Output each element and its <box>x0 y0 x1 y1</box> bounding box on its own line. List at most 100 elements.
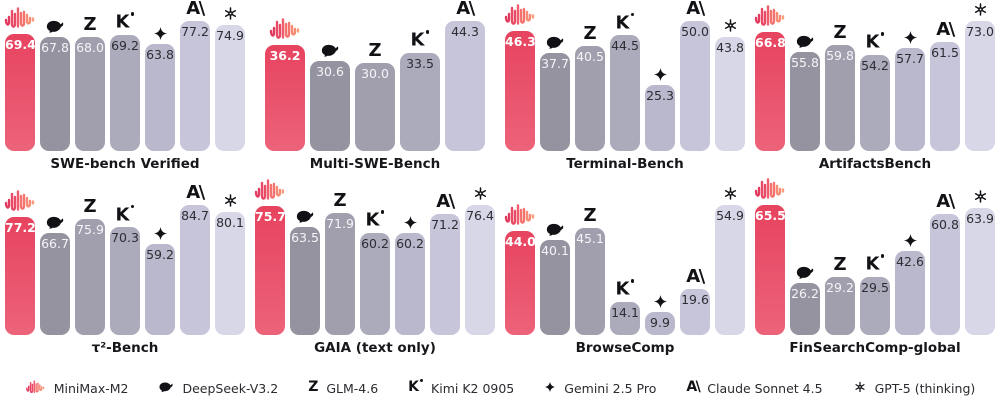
bar-value-label: 66.7 <box>41 235 69 251</box>
bar-value-label: 44.0 <box>505 233 536 249</box>
legend-item-gpt-5-thinking: GPT-5 (thinking) <box>853 380 975 397</box>
bar-group-gpt-5-thinking: 80.1 <box>215 192 245 335</box>
bar-value-label: 69.2 <box>111 37 139 53</box>
deepseek-whale-icon <box>795 34 815 49</box>
bar-value-label: 30.0 <box>361 66 389 81</box>
glm-z-icon: Z <box>333 189 347 211</box>
bar-glm-4-6: 59.8 <box>825 44 855 151</box>
panel-title: SWE-bench Verified <box>50 156 200 172</box>
bar-group-deepseek-v3-2: 30.6 <box>310 43 350 151</box>
bar-value-label: 71.2 <box>431 216 459 232</box>
claude-a-icon: A\ <box>936 18 955 40</box>
bar-value-label: 63.9 <box>966 211 994 227</box>
bar-kimi-k2-0905: 33.5 <box>400 52 440 151</box>
bar-group-gemini-2-5-pro: 63.8 <box>145 26 175 151</box>
gemini-star-icon <box>153 26 168 41</box>
panel-title: τ²-Bench <box>91 340 159 356</box>
bar-value-label: 44.3 <box>451 24 479 39</box>
bar-deepseek-v3-2: 26.2 <box>790 283 820 335</box>
panel-gaia-text-only: 75.7 63.5 Z 71.9 K 60.2 60.2 A\ 71.2 76.4 GAIA (t… <box>250 178 500 362</box>
panel-tau2-bench: 77.2 66.7 Z 75.9 K 70.3 59.2 A\ 84.7 80.1 τ²-Benc… <box>0 178 250 362</box>
bar-group-claude-sonnet-4-5: A\ 44.3 <box>445 0 485 151</box>
bar-group-claude-sonnet-4-5: A\ 77.2 <box>180 0 210 151</box>
bars-artifactsbench: 66.8 55.8 Z 59.8 K 54.2 57.7 A\ 61.5 73.0 <box>753 0 995 151</box>
panel-title: BrowseComp <box>575 340 675 356</box>
claude-a-icon: A\ <box>436 190 455 212</box>
openai-flower-icon <box>972 1 989 18</box>
bar-minimax-m2: 65.5 <box>755 205 786 335</box>
bar-claude-sonnet-4-5: 44.3 <box>445 21 485 151</box>
bar-group-gemini-2-5-pro: 59.2 <box>145 226 175 335</box>
bar-group-minimax-m2: 66.8 <box>753 3 787 151</box>
bar-group-claude-sonnet-4-5: A\ 84.7 <box>180 184 210 335</box>
bar-group-glm-4-6: Z 30.0 <box>355 42 395 151</box>
kimi-k-icon: K <box>408 379 423 394</box>
panel-finsearchcomp-global: 65.5 26.2 Z 29.2 K 29.5 42.6 A\ 60.8 63.9 FinSear… <box>750 178 1000 362</box>
glm-z-icon: Z <box>308 378 319 395</box>
bar-deepseek-v3-2: 40.1 <box>540 240 570 335</box>
bar-glm-4-6: 71.9 <box>325 212 355 335</box>
bar-value-label: 43.8 <box>716 40 744 56</box>
glm-z-icon: Z <box>368 40 382 61</box>
bar-value-label: 75.9 <box>76 221 104 237</box>
bar-value-label: 65.5 <box>755 208 786 223</box>
bar-deepseek-v3-2: 30.6 <box>310 61 350 151</box>
bar-value-label: 71.9 <box>326 215 354 231</box>
bar-group-deepseek-v3-2: 67.8 <box>40 19 70 151</box>
bar-group-gpt-5-thinking: 43.8 <box>715 17 745 151</box>
bars-tau2-bench: 77.2 66.7 Z 75.9 K 70.3 59.2 A\ 84.7 80.1 <box>3 182 245 335</box>
bar-group-minimax-m2: 36.2 <box>265 16 305 151</box>
bar-group-gemini-2-5-pro: 25.3 <box>645 67 675 151</box>
bar-group-gemini-2-5-pro: 9.9 <box>645 294 675 335</box>
bar-value-label: 59.8 <box>826 47 854 63</box>
bar-group-claude-sonnet-4-5: A\ 50.0 <box>680 0 710 151</box>
glm-z-icon: Z <box>583 205 597 227</box>
glm-z-icon: Z <box>833 21 847 43</box>
kimi-k-icon: K <box>866 254 885 274</box>
bar-group-claude-sonnet-4-5: A\ 19.6 <box>680 267 710 335</box>
glm-z-icon: Z <box>583 22 597 44</box>
kimi-k-icon: K <box>866 32 885 52</box>
bar-kimi-k2-0905: 44.5 <box>610 35 640 151</box>
bar-deepseek-v3-2: 63.5 <box>290 227 320 335</box>
claude-a-icon: A\ <box>186 182 205 203</box>
bar-value-label: 70.3 <box>111 230 139 246</box>
bar-value-label: 29.2 <box>826 280 854 295</box>
bar-claude-sonnet-4-5: 60.8 <box>930 214 960 335</box>
bar-minimax-m2: 75.7 <box>255 206 286 335</box>
bar-gemini-2-5-pro: 25.3 <box>645 85 675 151</box>
bar-value-label: 59.2 <box>146 247 174 263</box>
bars-swe-bench-verified: 69.4 67.8 Z 68.0 K 69.2 63.8 A\ 77.2 74.9 <box>4 0 245 151</box>
bar-value-label: 40.1 <box>541 243 569 258</box>
claude-a-icon: A\ <box>186 0 205 19</box>
bar-claude-sonnet-4-5: 50.0 <box>680 21 710 151</box>
glm-z-icon: Z <box>833 254 847 275</box>
minimax-waveform-icon <box>753 3 787 29</box>
minimax-waveform-icon <box>3 188 37 214</box>
bar-minimax-m2: 66.8 <box>755 32 786 151</box>
bar-group-glm-4-6: Z 68.0 <box>75 15 105 151</box>
bar-claude-sonnet-4-5: 19.6 <box>680 288 710 335</box>
bar-value-label: 29.5 <box>861 279 889 295</box>
deepseek-whale-icon <box>320 43 340 58</box>
panel-title: Terminal-Bench <box>566 156 684 172</box>
bar-group-kimi-k2-0905: K 70.3 <box>110 205 140 335</box>
bar-minimax-m2: 77.2 <box>5 216 36 335</box>
bar-group-glm-4-6: Z 40.5 <box>575 22 605 151</box>
bar-value-label: 45.1 <box>576 231 604 247</box>
minimax-waveform-icon <box>268 16 302 42</box>
bar-value-label: 26.2 <box>791 286 819 301</box>
bar-group-claude-sonnet-4-5: A\ 71.2 <box>430 190 460 335</box>
glm-z-icon: Z <box>83 195 97 217</box>
deepseek-whale-icon <box>45 215 65 230</box>
bar-value-label: 30.6 <box>316 64 344 80</box>
bar-group-claude-sonnet-4-5: A\ 61.5 <box>930 18 960 151</box>
bar-gpt-5-thinking: 43.8 <box>715 37 745 151</box>
bar-value-label: 69.4 <box>5 37 36 53</box>
kimi-k-icon: K <box>116 205 135 225</box>
bar-gemini-2-5-pro: 9.9 <box>645 311 675 335</box>
legend-label: GLM-4.6 <box>326 380 379 396</box>
bar-value-label: 42.6 <box>896 253 924 269</box>
bar-value-label: 54.9 <box>716 208 744 223</box>
bar-gpt-5-thinking: 74.9 <box>215 24 245 151</box>
